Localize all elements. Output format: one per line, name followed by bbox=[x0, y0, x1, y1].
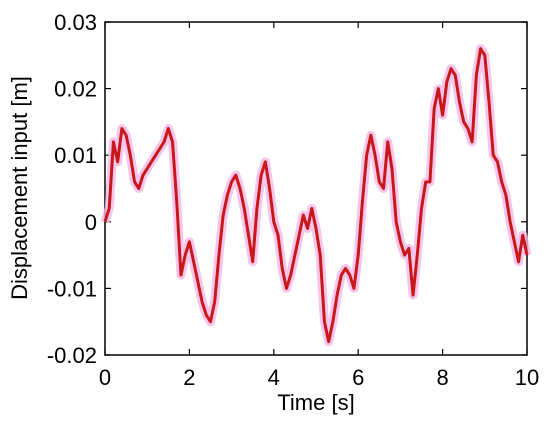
line-halo bbox=[100, 44, 532, 347]
x-tick-label: 6 bbox=[352, 365, 364, 390]
y-tick-label: -0.01 bbox=[47, 276, 97, 301]
y-tick-label: 0 bbox=[85, 210, 97, 235]
y-tick-label: 0.01 bbox=[54, 143, 97, 168]
y-tick-label: -0.02 bbox=[47, 343, 97, 368]
x-tick-label: 8 bbox=[436, 365, 448, 390]
line bbox=[103, 47, 529, 344]
x-tick-label: 2 bbox=[183, 365, 195, 390]
y-tick-label: 0.03 bbox=[54, 10, 97, 35]
plot-frame bbox=[104, 21, 528, 356]
x-tick-label: 4 bbox=[268, 365, 280, 390]
x-axis-label: Time [s] bbox=[277, 390, 354, 415]
y-axis-label: Displacement input [m] bbox=[7, 76, 32, 300]
x-tick-label: 0 bbox=[99, 365, 111, 390]
y-tick-label: 0.02 bbox=[54, 77, 97, 102]
x-tick-label: 10 bbox=[515, 365, 539, 390]
